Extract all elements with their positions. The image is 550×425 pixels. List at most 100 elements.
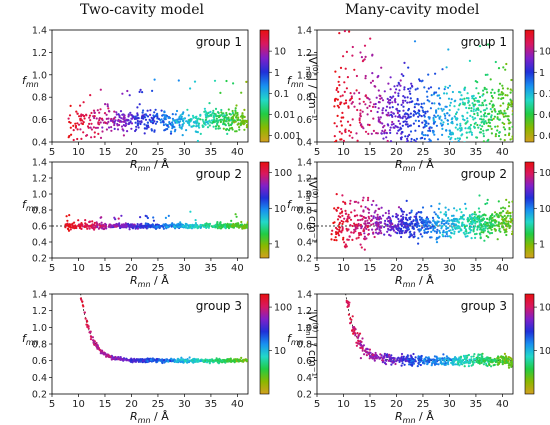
- data-point: [219, 120, 222, 124]
- data-point: [236, 113, 239, 116]
- data-point: [338, 130, 341, 133]
- data-point: [395, 360, 398, 363]
- data-point: [421, 132, 424, 135]
- data-point: [69, 104, 72, 107]
- data-point: [421, 206, 425, 209]
- data-point: [362, 127, 365, 130]
- data-point: [193, 358, 196, 361]
- data-point: [199, 113, 202, 116]
- data-point: [459, 98, 462, 101]
- data-point: [465, 232, 468, 235]
- data-point: [347, 238, 350, 241]
- data-point: [158, 226, 161, 230]
- data-point: [413, 106, 416, 109]
- data-point: [341, 227, 344, 230]
- data-point: [413, 138, 416, 142]
- data-point: [428, 100, 431, 103]
- data-point: [176, 357, 180, 360]
- data-point: [240, 121, 243, 124]
- data-point: [145, 222, 148, 225]
- data-point: [452, 217, 455, 221]
- x-tick-label: 40: [231, 147, 244, 158]
- x-tick-label: 20: [125, 399, 138, 410]
- data-point: [402, 115, 405, 118]
- data-point: [339, 103, 342, 106]
- data-point: [499, 93, 502, 96]
- y-tick-label: 0.2: [32, 390, 47, 401]
- data-point: [370, 214, 373, 218]
- data-point: [447, 135, 450, 138]
- data-point: [356, 332, 359, 335]
- data-point: [374, 221, 377, 224]
- data-point: [400, 103, 403, 106]
- y-tick-label: 1.0: [297, 323, 312, 334]
- data-point: [432, 116, 435, 120]
- data-point: [473, 233, 477, 236]
- data-point: [398, 122, 402, 125]
- data-point: [377, 107, 380, 110]
- data-point: [430, 94, 433, 97]
- data-point: [351, 315, 354, 318]
- y-tick-label: 0.8: [32, 340, 47, 351]
- data-point: [162, 226, 165, 229]
- data-point: [229, 357, 232, 360]
- data-point: [441, 357, 444, 360]
- data-point: [454, 137, 457, 141]
- data-point: [241, 116, 244, 119]
- data-point: [350, 102, 353, 105]
- data-point: [225, 79, 228, 83]
- data-point: [228, 224, 231, 227]
- data-point: [88, 220, 92, 223]
- data-point: [462, 118, 465, 121]
- x-tick-label: 15: [99, 399, 112, 410]
- data-point: [334, 231, 338, 234]
- data-point: [185, 226, 188, 229]
- data-point: [359, 114, 362, 117]
- y-tick-label: 0.4: [32, 373, 47, 384]
- data-point: [416, 224, 419, 227]
- data-point: [401, 124, 404, 127]
- data-point: [458, 227, 461, 230]
- data-point: [510, 78, 513, 82]
- data-point: [454, 363, 457, 366]
- data-point: [497, 356, 500, 359]
- data-point: [424, 219, 427, 222]
- data-point: [378, 101, 381, 104]
- data-point: [368, 98, 371, 101]
- data-point: [419, 218, 422, 221]
- data-point: [101, 119, 104, 122]
- data-point: [330, 238, 333, 241]
- x-tick-label: 30: [443, 263, 456, 274]
- data-point: [503, 109, 506, 112]
- data-point: [347, 313, 350, 316]
- data-point: [93, 228, 96, 231]
- data-point: [133, 224, 136, 227]
- data-point: [366, 123, 370, 126]
- data-point: [127, 222, 130, 225]
- data-point: [373, 357, 376, 360]
- data-point: [369, 81, 373, 84]
- data-point: [405, 117, 408, 120]
- data-point: [93, 111, 96, 114]
- data-point: [473, 361, 476, 364]
- y-tick-label: 0.4: [297, 138, 312, 149]
- data-point: [470, 109, 473, 112]
- data-point: [93, 226, 96, 229]
- data-point: [504, 68, 507, 71]
- data-point: [415, 217, 418, 220]
- data-point: [149, 119, 152, 122]
- data-point: [456, 361, 459, 364]
- data-point: [451, 122, 454, 125]
- data-point: [389, 357, 392, 360]
- data-point: [406, 137, 409, 140]
- data-point: [499, 214, 502, 217]
- data-point: [410, 100, 413, 103]
- data-point: [453, 105, 456, 108]
- data-point: [420, 221, 423, 224]
- x-axis-label: Rmn / Å: [395, 274, 434, 289]
- panel-many-cavity-modelgroup-3: 5 10 15 20 25 30 35 400.20.40.60.81.01.21.4Rmn …: [287, 290, 550, 425]
- data-point: [420, 211, 423, 214]
- data-point: [511, 137, 513, 140]
- data-point: [426, 95, 429, 98]
- data-point: [472, 355, 475, 358]
